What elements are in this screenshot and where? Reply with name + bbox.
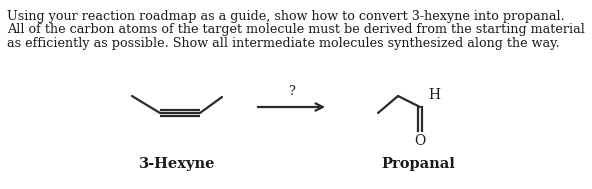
Text: H: H: [428, 88, 440, 102]
Text: Using your reaction roadmap as a guide, show how to convert 3-hexyne into propan: Using your reaction roadmap as a guide, …: [7, 10, 565, 23]
Text: 3-Hexyne: 3-Hexyne: [139, 157, 215, 171]
Text: ?: ?: [288, 85, 295, 98]
Text: Propanal: Propanal: [381, 157, 455, 171]
Text: All of the carbon atoms of the target molecule must be derived from the starting: All of the carbon atoms of the target mo…: [7, 23, 585, 36]
Text: as efficiently as possible. Show all intermediate molecules synthesized along th: as efficiently as possible. Show all int…: [7, 37, 560, 50]
Text: O: O: [414, 134, 426, 148]
